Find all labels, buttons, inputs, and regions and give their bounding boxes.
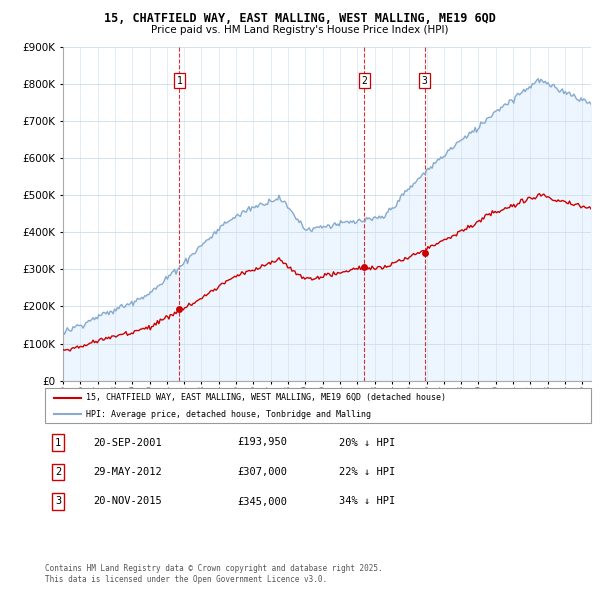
Text: £193,950: £193,950 (237, 438, 287, 447)
Text: £307,000: £307,000 (237, 467, 287, 477)
Text: 22% ↓ HPI: 22% ↓ HPI (339, 467, 395, 477)
Text: 20-SEP-2001: 20-SEP-2001 (93, 438, 162, 447)
Text: 29-MAY-2012: 29-MAY-2012 (93, 467, 162, 477)
Text: 15, CHATFIELD WAY, EAST MALLING, WEST MALLING, ME19 6QD: 15, CHATFIELD WAY, EAST MALLING, WEST MA… (104, 12, 496, 25)
Text: 2: 2 (55, 467, 61, 477)
Text: This data is licensed under the Open Government Licence v3.0.: This data is licensed under the Open Gov… (45, 575, 327, 584)
Text: 3: 3 (422, 76, 428, 86)
Text: 2: 2 (361, 76, 367, 86)
Text: Price paid vs. HM Land Registry's House Price Index (HPI): Price paid vs. HM Land Registry's House … (151, 25, 449, 35)
Text: 20-NOV-2015: 20-NOV-2015 (93, 497, 162, 506)
Text: 1: 1 (55, 438, 61, 447)
Text: £345,000: £345,000 (237, 497, 287, 506)
Text: 15, CHATFIELD WAY, EAST MALLING, WEST MALLING, ME19 6QD (detached house): 15, CHATFIELD WAY, EAST MALLING, WEST MA… (86, 393, 446, 402)
Text: 1: 1 (176, 76, 182, 86)
Text: 3: 3 (55, 497, 61, 506)
Text: HPI: Average price, detached house, Tonbridge and Malling: HPI: Average price, detached house, Tonb… (86, 409, 371, 419)
Text: Contains HM Land Registry data © Crown copyright and database right 2025.: Contains HM Land Registry data © Crown c… (45, 565, 383, 573)
Text: 20% ↓ HPI: 20% ↓ HPI (339, 438, 395, 447)
Text: 34% ↓ HPI: 34% ↓ HPI (339, 497, 395, 506)
